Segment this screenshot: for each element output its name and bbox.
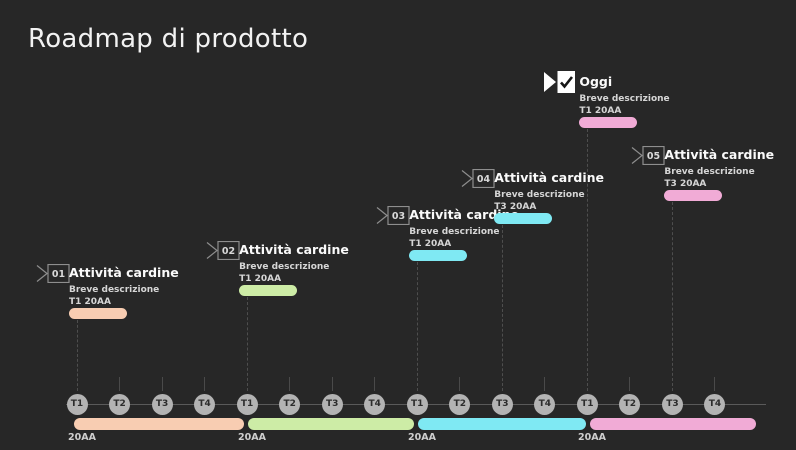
milestone-connector-line (76, 320, 78, 391)
quarter-tick (544, 377, 546, 391)
milestone-description: Breve descrizione (579, 94, 670, 104)
milestone-date: T3 20AA (494, 202, 537, 212)
milestone-connector-line (246, 297, 248, 391)
milestone-title: Attività cardine (409, 207, 519, 222)
quarter-tick (119, 377, 121, 391)
milestone-connector-line (501, 225, 503, 391)
milestone-connector-line (586, 129, 588, 391)
quarter-circle: T3 (661, 394, 683, 415)
page-title: Roadmap di prodotto (28, 24, 309, 54)
quarter-tick (204, 377, 206, 391)
milestone-title: Attività cardine (494, 170, 605, 185)
quarter-circle: T4 (534, 394, 556, 415)
milestone-bar (494, 213, 553, 224)
quarter-circle: T1 (576, 394, 598, 415)
quarter-circle: T3 (491, 394, 513, 415)
quarter-circle: T2 (109, 394, 131, 415)
quarter-circle: T3 (321, 394, 343, 415)
quarter-tick (331, 377, 333, 391)
milestone-marker-icon: 05 (631, 145, 666, 169)
quarter-circle: T3 (151, 394, 173, 415)
year-bar (590, 418, 756, 430)
milestone-bar (579, 117, 638, 128)
quarter-tick (459, 377, 461, 391)
milestone-marker-icon: 04 (461, 168, 495, 192)
quarter-circle: T1 (66, 394, 88, 415)
quarter-tick (629, 377, 631, 391)
milestone-title: Attività cardine (239, 242, 349, 257)
quarter-tick (714, 377, 716, 391)
year-bar (74, 418, 244, 430)
svg-text:04: 04 (477, 174, 491, 185)
quarter-circle: T4 (364, 394, 386, 415)
svg-text:02: 02 (222, 246, 235, 257)
year-label: 20AA (238, 432, 266, 443)
quarter-circle: T1 (236, 394, 258, 415)
milestone-connector-line (416, 262, 418, 391)
milestone-marker-icon: 02 (206, 240, 240, 264)
milestone-description: Breve descrizione (494, 190, 585, 200)
quarter-tick (161, 377, 163, 391)
milestone-date: T1 20AA (409, 239, 452, 249)
svg-text:03: 03 (392, 211, 405, 222)
milestone-date: T1 20AA (69, 297, 111, 307)
svg-text:05: 05 (647, 151, 660, 162)
year-bar (248, 418, 414, 430)
milestone-date: T1 20AA (239, 274, 282, 284)
year-label: 20AA (68, 432, 96, 443)
svg-text:01: 01 (52, 269, 65, 280)
quarter-circle: T2 (449, 394, 471, 415)
milestone-bar (239, 285, 298, 296)
year-label: 20AA (578, 432, 606, 443)
milestone-marker-icon: 01 (36, 263, 70, 287)
year-bar (418, 418, 586, 430)
milestone-title: Attività cardine (664, 147, 775, 162)
milestone-bar (664, 190, 723, 201)
milestone-title: Oggi (579, 74, 613, 89)
today-flag-icon (544, 71, 576, 97)
milestone-date: T3 20AA (664, 179, 707, 189)
quarter-circle: T1 (406, 394, 428, 415)
milestone-marker-icon: 03 (376, 205, 410, 229)
quarter-circle: T4 (194, 394, 216, 415)
milestone-bar (69, 308, 127, 319)
milestone-date: T1 20AA (579, 106, 622, 116)
milestone-description: Breve descrizione (664, 167, 755, 177)
milestone-description: Breve descrizione (239, 262, 330, 272)
year-label: 20AA (408, 432, 436, 443)
quarter-circle: T4 (704, 394, 726, 415)
milestone-description: Breve descrizione (69, 285, 160, 295)
milestone-title: Attività cardine (69, 265, 179, 280)
milestone-connector-line (671, 202, 673, 391)
quarter-tick (289, 377, 291, 391)
milestone-bar (409, 250, 468, 261)
quarter-circle: T2 (619, 394, 641, 415)
quarter-circle: T2 (279, 394, 301, 415)
milestone-description: Breve descrizione (409, 227, 500, 237)
quarter-tick (374, 377, 376, 391)
